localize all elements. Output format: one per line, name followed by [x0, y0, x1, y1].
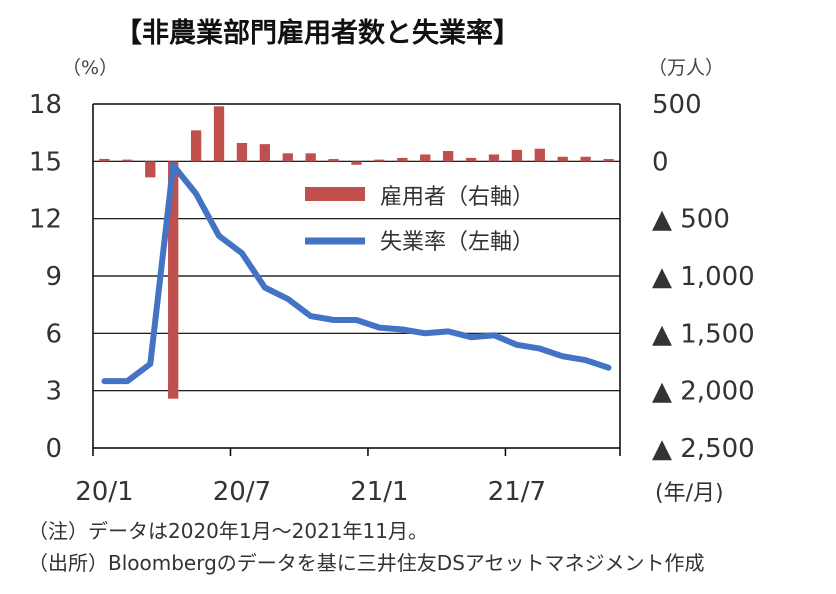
employment-bar — [465, 157, 477, 162]
right-tick-label: 500 — [652, 90, 702, 120]
left-tick-label: 6 — [45, 319, 62, 349]
left-tick-label: 0 — [45, 434, 62, 464]
left-tick-label: 15 — [29, 147, 62, 177]
employment-bar — [488, 154, 500, 162]
employment-bar — [282, 153, 293, 162]
right-axis-unit: （万人） — [648, 57, 724, 79]
x-axis-unit: (年/月) — [655, 481, 724, 506]
legend-unemployment-label: 失業率（左軸） — [380, 230, 534, 255]
right-tick-label: ▲ 2,000 — [652, 377, 755, 407]
employment-bar — [213, 106, 225, 162]
right-tick-label: 0 — [652, 147, 669, 177]
right-tick-label: ▲ 2,500 — [652, 434, 755, 464]
employment-bar — [259, 144, 271, 162]
employment-bar — [190, 130, 202, 162]
employment-bar — [420, 154, 431, 162]
employment-bar — [99, 158, 110, 162]
employment-bar — [442, 151, 454, 162]
employment-bar — [145, 161, 156, 178]
employment-bar — [122, 159, 133, 162]
legend-bar-swatch — [305, 187, 365, 201]
left-tick-label: 18 — [29, 90, 62, 120]
employment-bar — [534, 148, 545, 162]
left-axis-unit: （%） — [62, 57, 118, 79]
left-tick-label: 9 — [45, 262, 62, 292]
left-tick-label: 12 — [29, 205, 62, 235]
x-axis-ticks: 20/1 20/7 21/1 21/7 — [75, 448, 621, 507]
x-tick-label: 20/7 — [213, 477, 271, 507]
right-tick-label: ▲ 1,500 — [652, 319, 755, 349]
employment-bar — [236, 142, 248, 162]
x-tick-label: 21/7 — [488, 477, 546, 507]
legend-employment-label: 雇用者（右軸） — [380, 185, 534, 210]
unemployment-line-group — [101, 162, 612, 385]
axes — [92, 103, 621, 449]
x-tick-label: 20/1 — [75, 477, 133, 507]
employment-bar — [168, 161, 179, 399]
chart-title: 【非農業部門雇用者数と失業率】 — [115, 17, 520, 49]
employment-bar — [580, 156, 591, 162]
employment-bar — [305, 153, 316, 162]
right-tick-label: ▲ 1,000 — [652, 262, 755, 292]
employment-bar — [557, 156, 568, 162]
employment-bar — [397, 157, 408, 162]
employment-bars — [99, 106, 614, 399]
employment-bar — [374, 159, 385, 162]
footnote-note: （注）データは2020年1月～2021年11月。 — [28, 519, 428, 543]
footnote-source: （出所）Bloombergのデータを基に三井住友DSアセットマネジメント作成 — [28, 551, 705, 575]
employment-bar — [351, 161, 362, 165]
employment-bar — [511, 149, 523, 162]
unemployment-line — [101, 162, 612, 385]
legend: 雇用者（右軸） 失業率（左軸） — [305, 185, 534, 255]
employment-bar — [328, 159, 339, 162]
left-tick-label: 3 — [45, 377, 62, 407]
left-axis-ticks: 18 15 12 9 6 3 0 — [29, 90, 62, 464]
right-axis-ticks: 500 0 ▲ 500 ▲ 1,000 ▲ 1,500 ▲ 2,000 ▲ 2,500 — [652, 90, 755, 464]
right-tick-label: ▲ 500 — [652, 205, 730, 235]
x-tick-label: 21/1 — [350, 477, 408, 507]
employment-bar — [603, 159, 614, 162]
